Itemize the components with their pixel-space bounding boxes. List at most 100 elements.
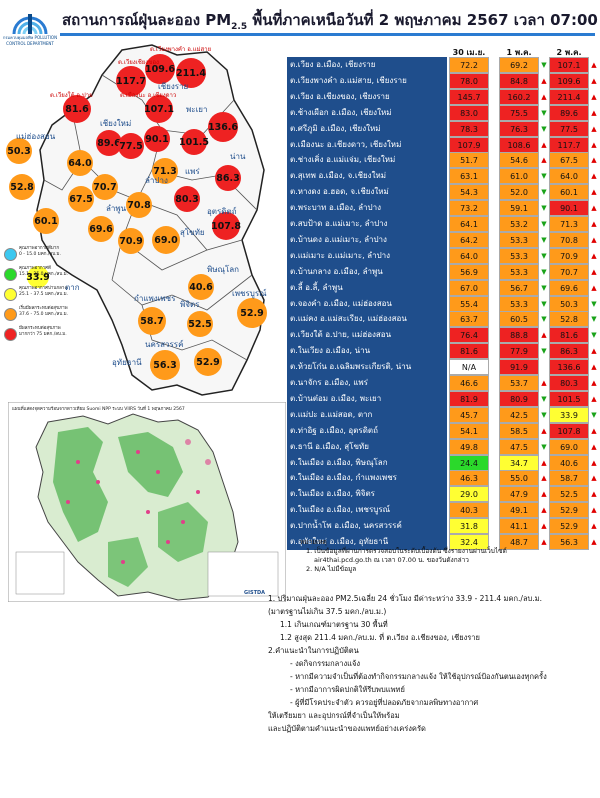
pm25-value: 51.7: [449, 152, 489, 169]
table-row: ต.แม่คง อ.แม่สะเรียง, แม่ฮ่องสอน 63.7 60.5…: [287, 311, 597, 329]
table-row: ต.แม่เมาะ อ.แม่เมาะ, ลำปาง 64.0 53.3 ▼ 70.9 ▲: [287, 247, 597, 266]
map-label: ลำปาง: [145, 176, 168, 185]
map-label: นครสวรรค์: [145, 340, 184, 349]
map-label: อุทัยธานี: [112, 358, 142, 367]
pm25-value: 107.8: [549, 422, 589, 439]
pm25-value: 81.9: [449, 390, 489, 407]
header: กรมควบคุมมลพิษ POLLUTION CONTROL DEPARTM…: [0, 0, 600, 46]
pm25-value: 107.9: [449, 136, 489, 153]
trend-up-icon: ▲: [591, 204, 597, 213]
table-row: ต.ลี้ อ.ลี้, ลำพูน 67.0 56.7 ▼ 69.6 ▲: [287, 279, 597, 298]
map-value-circle: 70.9: [118, 228, 144, 254]
station-name: ต.นาจักร อ.เมือง, แพร่: [287, 375, 447, 391]
pm25-value: 34.7: [499, 454, 539, 471]
trend-down-icon: ▼: [541, 315, 547, 324]
map-value-circle: 40.6: [188, 274, 214, 300]
trend-down-icon: ▼: [541, 283, 547, 292]
map-value-circle: 67.5: [68, 186, 94, 212]
map-value-circle: 33.9: [26, 266, 50, 288]
pm25-value: 50.3: [549, 295, 589, 312]
pm25-value: 101.5: [549, 390, 589, 407]
pm25-value: 81.6: [549, 327, 589, 344]
pcd-logo-icon: [12, 14, 48, 35]
pm25-value: 40.3: [449, 502, 489, 519]
trend-up-icon: ▲: [591, 188, 597, 197]
station-name: ต.ช่างเคิ่ง อ.แม่แจ่ม, เชียงใหม่: [287, 152, 447, 169]
trend-up-icon: ▲: [591, 394, 597, 403]
station-name: ต.ในเวียง อ.เมือง, น่าน: [287, 343, 447, 360]
pm25-value: 31.8: [449, 518, 489, 535]
station-name: ต.ลี้ อ.ลี้, ลำพูน: [287, 279, 447, 296]
trend-up-icon: ▲: [591, 379, 597, 387]
pm25-value: 63.1: [449, 168, 489, 185]
pm25-value: 78.0: [449, 72, 489, 89]
pm25-value: 46.3: [449, 470, 489, 487]
map-value-circle: 69.0: [152, 226, 180, 254]
trend-up-icon: ▲: [591, 140, 597, 149]
table-row: ต.นาจักร อ.เมือง, แพร่ 46.6 53.7 ▲ 80.3 ▲: [287, 375, 597, 393]
pm25-value: 77.5: [549, 120, 589, 137]
pm25-value: 67.0: [449, 279, 489, 296]
table-row: ต.เมืองนะ อ.เชียงดาว, เชียงใหม่ 107.9 108.…: [287, 136, 597, 155]
legend-item: คุณภาพอากาศดี 15.1 - 25.0 มคก./ลบ.ม.: [4, 266, 84, 286]
map-label: พิจิตร: [180, 300, 200, 309]
trend-down-icon: ▼: [541, 410, 547, 419]
table-row: ต.บ้านดง อ.แม่เมาะ, ลำปาง 64.2 53.3 ▼ 70.8 ▲: [287, 231, 597, 250]
pm25-value: 24.4: [449, 454, 489, 471]
summary: 1. ปริมาณฝุ่นละออง PM2.5เฉลี่ย 24 ชั่วโม…: [268, 592, 598, 735]
hotspot-map-title: แผนที่แสดงจุดความร้อนจากดาวเทียม Suomi N…: [12, 407, 185, 412]
note-2: 2. N/A ไม่มีข้อมูล: [306, 565, 357, 573]
table-row: ต.ในเมือง อ.เมือง, กำแพงเพชร 46.3 55.0 ▲ 58.…: [287, 470, 597, 488]
trend-up-icon: ▲: [591, 538, 597, 546]
advice-item: และปฏิบัติตามคำแนะนำของแพทย์อย่างเคร่งคร…: [268, 724, 426, 733]
legend-swatch: [4, 288, 17, 301]
map-value-circle: 56.3: [150, 350, 180, 380]
legend-item: คุณภาพอากาศดีมาก 0 - 15.0 มคก./ลบ.ม.: [4, 246, 84, 266]
map-value-circle: 58.7: [138, 307, 166, 335]
pm25-value: 80.9: [499, 390, 539, 407]
advice-heading: 2.คำแนะนำในการปฏิบัติตน: [268, 646, 359, 655]
table-row: ต.ในเมือง อ.เมือง, เพชรบูรณ์ 40.3 49.1 ▲ 52.…: [287, 502, 597, 520]
pm25-value: 29.0: [449, 486, 489, 503]
pm25-value: 80.3: [549, 375, 589, 391]
map-value-circle: 81.6: [63, 95, 91, 123]
table-row: ต.ศรีภูมิ อ.เมือง, เชียงใหม่ 78.3 76.3 ▼ 77.…: [287, 120, 597, 139]
advice-item: ให้เตรียมยา และอุปกรณ์ที่จำเป็นให้พร้อม: [268, 711, 400, 720]
station-name: ต.สบป้าด อ.แม่เมาะ, ลำปาง: [287, 216, 447, 232]
summary-max: 1.2 สูงสุด 211.4 มคก./ลบ.ม. ที่ ต.เวียง …: [280, 633, 480, 642]
pm25-value: 52.9: [549, 502, 589, 519]
pm25-value: 52.8: [549, 311, 589, 328]
station-name: ต.ช้างเผือก อ.เมือง, เชียงใหม่: [287, 104, 447, 121]
legend-item: เริ่มมีผลกระทบต่อสุขภาพ 37.6 - 75.0 มคก./…: [4, 306, 84, 326]
trend-up-icon: ▲: [591, 61, 597, 69]
pm25-value: 52.0: [499, 184, 539, 201]
trend-up-icon: ▲: [591, 108, 597, 117]
pm25-value: 76.3: [499, 120, 539, 137]
pm25-value: 67.5: [549, 152, 589, 169]
table-row: ต.เวียง อ.เมือง, เชียงราย 72.2 69.2 ▼ 107.1 ▲: [287, 57, 597, 75]
pm25-value: 83.0: [449, 104, 489, 121]
map-label: ต.เวียงเชียงของ: [118, 59, 159, 66]
station-name: ต.แม่ปะ อ.แม่สอด, ตาก: [287, 406, 447, 423]
trend-down-icon: ▼: [541, 220, 547, 228]
map-label: ลำพูน: [106, 204, 127, 213]
station-name: ต.พระบาท อ.เมือง, ลำปาง: [287, 200, 447, 217]
map-label: พะเยา: [186, 105, 208, 114]
pm25-value: 64.0: [549, 168, 589, 185]
station-name: ต.บ้านดง อ.แม่เมาะ, ลำปาง: [287, 231, 447, 248]
legend-swatch: [4, 268, 17, 281]
trend-up-icon: ▲: [541, 156, 547, 165]
station-name: ต.ในเมือง อ.เมือง, พิจิตร: [287, 486, 447, 503]
station-name: ต.เวียง อ.เมือง, เชียงราย: [287, 57, 447, 73]
trend-up-icon: ▲: [541, 92, 547, 101]
pm25-value: 71.3: [549, 216, 589, 232]
trend-up-icon: ▲: [541, 76, 547, 85]
map-value-circle: 109.6: [145, 54, 175, 84]
table-row: ต.ช่างเคิ่ง อ.แม่แจ่ม, เชียงใหม่ 51.7 54.6…: [287, 152, 597, 170]
trend-down-icon: ▼: [541, 188, 547, 197]
map-value-circle: 64.0: [67, 150, 93, 176]
map-label: ต.เวียงพางคำ อ.แม่สาย: [150, 46, 212, 53]
table-row: ต.ห้วยโก๋น อ.เฉลิมพระเกียรติ, น่าน N/A 91.…: [287, 359, 597, 377]
map-value-circle: 50.3: [6, 138, 32, 164]
pm25-value: 53.3: [499, 247, 539, 264]
